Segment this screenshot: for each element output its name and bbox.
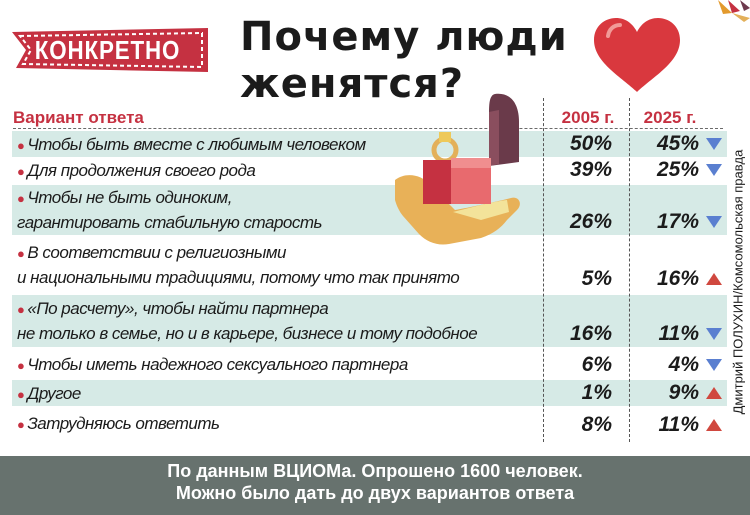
row-option-line: Чтобы иметь надежного сексуального партн… bbox=[27, 354, 408, 374]
table-row: ● Чтобы быть вместе с любимым человеком 50… bbox=[12, 131, 727, 157]
arrow-up-icon bbox=[706, 419, 722, 431]
arrow-down-icon bbox=[706, 328, 722, 340]
column-header-2025: 2025 г. bbox=[643, 108, 697, 127]
row-option-text: ● Затрудняюсь ответить bbox=[17, 411, 220, 437]
bullet-icon: ● bbox=[17, 357, 25, 373]
table-row: ● Для продолжения своего рода 39% 25% bbox=[12, 157, 727, 183]
bullet-icon: ● bbox=[17, 246, 25, 261]
value-2005: 8% bbox=[581, 413, 612, 436]
ribbon-tag-label: КОНКРЕТНО bbox=[34, 34, 181, 65]
bullet-icon: ● bbox=[17, 191, 25, 206]
row-option-line: Затрудняюсь ответить bbox=[27, 413, 220, 433]
arrow-up-icon bbox=[706, 273, 722, 285]
value-2005: 1% bbox=[581, 381, 612, 404]
row-option-text: и национальными традициями, потому что т… bbox=[17, 265, 460, 290]
row-option-text: ● Другое bbox=[17, 381, 81, 407]
value-2005: 39% bbox=[569, 158, 612, 181]
row-option-line: Для продолжения своего рода bbox=[27, 160, 256, 180]
value-2005: 5% bbox=[581, 267, 612, 290]
title-line-2: женятся? bbox=[240, 61, 465, 107]
row-option-text: ● Чтобы не быть одиноким, bbox=[17, 185, 232, 211]
bullet-icon: ● bbox=[17, 386, 25, 402]
row-option-text: ● «По расчету», чтобы найти партнера bbox=[17, 296, 329, 322]
bullet-icon: ● bbox=[17, 416, 25, 432]
row-option-line: Чтобы не быть одиноким, bbox=[27, 188, 232, 207]
arrow-up-icon bbox=[706, 387, 722, 399]
title-line-1: Почему люди bbox=[240, 14, 568, 60]
table-row: ● Чтобы иметь надежного сексуального парт… bbox=[12, 350, 727, 378]
row-option-line: Другое bbox=[27, 383, 81, 403]
column-header-2005: 2005 г. bbox=[561, 108, 615, 127]
ribbon-tag-shape bbox=[12, 28, 208, 72]
row-option-text: ● Для продолжения своего рода bbox=[17, 158, 256, 184]
row-option-text: ● Чтобы быть вместе с любимым человеком bbox=[17, 132, 366, 158]
arrow-down-icon bbox=[706, 216, 722, 228]
bullet-icon: ● bbox=[17, 163, 25, 179]
value-2005: 16% bbox=[569, 322, 612, 345]
bullet-icon: ● bbox=[17, 302, 25, 317]
arrow-down-icon bbox=[706, 164, 722, 176]
row-option-text: ● В соответствии с религиозными bbox=[17, 240, 286, 266]
row-option-line: «По расчету», чтобы найти партнера bbox=[27, 299, 329, 318]
value-2005: 26% bbox=[569, 210, 612, 233]
row-option-line: не только в семье, но и в карьере, бизне… bbox=[17, 324, 478, 343]
value-2025: 4% bbox=[668, 353, 699, 376]
row-option-line: Чтобы быть вместе с любимым человеком bbox=[27, 134, 366, 154]
value-2025: 17% bbox=[656, 210, 699, 233]
table-row: ● Другое 1% 9% bbox=[12, 380, 727, 406]
row-option-text: ● Чтобы иметь надежного сексуального парт… bbox=[17, 352, 408, 378]
value-2025: 11% bbox=[658, 322, 699, 345]
value-2025: 45% bbox=[656, 132, 699, 155]
header-divider bbox=[13, 128, 723, 130]
footer-bar: По данным ВЦИОМа. Опрошено 1600 человек.… bbox=[0, 456, 750, 515]
row-option-text: гарантировать стабильную старость bbox=[17, 210, 322, 235]
value-2025: 11% bbox=[658, 413, 699, 436]
column-header-option: Вариант ответа bbox=[13, 108, 144, 127]
value-2025: 25% bbox=[656, 158, 699, 181]
footer-line-2: Можно было дать до двух вариантов ответа bbox=[175, 483, 575, 503]
value-2025: 16% bbox=[656, 267, 699, 290]
column-separator-right bbox=[629, 98, 630, 442]
row-option-line: В соответствии с религиозными bbox=[27, 243, 286, 262]
page-title: Почему люди женятся? bbox=[240, 14, 568, 108]
corner-decoration-icon bbox=[718, 0, 750, 22]
table-row: ● В соответствии с религиозными и национал… bbox=[12, 238, 727, 292]
arrow-down-icon bbox=[706, 359, 722, 371]
row-option-text: не только в семье, но и в карьере, бизне… bbox=[17, 321, 478, 346]
table-row: ● «По расчету», чтобы найти партнера не то… bbox=[12, 295, 727, 347]
photo-credit: Дмитрий ПОЛУХИН/Комсомольская правда bbox=[727, 130, 749, 435]
credit-text: Дмитрий ПОЛУХИН/Комсомольская правда bbox=[730, 149, 746, 415]
row-option-line: и национальными традициями, потому что т… bbox=[17, 268, 460, 287]
value-2005: 6% bbox=[581, 353, 612, 376]
table-row: ● Чтобы не быть одиноким, гарантировать ст… bbox=[12, 185, 727, 235]
ring-in-hand-illustration bbox=[395, 93, 520, 245]
arrow-down-icon bbox=[706, 138, 722, 150]
value-2025: 9% bbox=[668, 381, 699, 404]
value-2005: 50% bbox=[569, 132, 612, 155]
footer-line-1: По данным ВЦИОМа. Опрошено 1600 человек. bbox=[167, 461, 583, 481]
column-separator-left bbox=[543, 98, 544, 442]
heart-icon bbox=[594, 18, 680, 92]
row-option-line: гарантировать стабильную старость bbox=[17, 213, 322, 232]
bullet-icon: ● bbox=[17, 137, 25, 153]
table-row: ● Затрудняюсь ответить 8% 11% bbox=[12, 408, 727, 438]
